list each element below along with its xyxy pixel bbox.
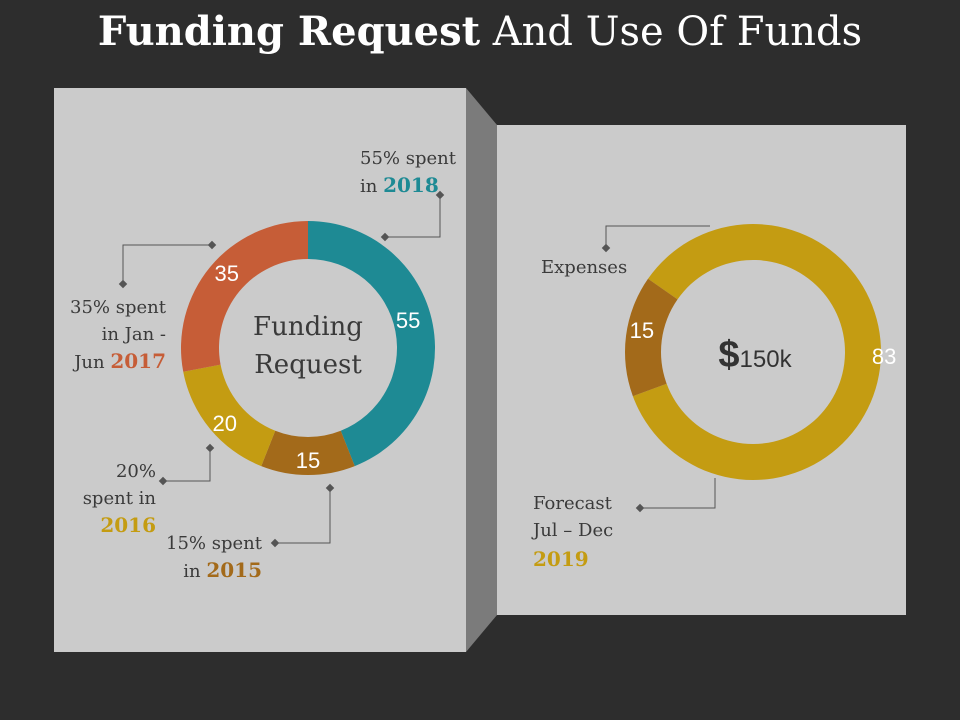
label-2017-year: 2017 — [110, 349, 166, 373]
label-expenses: Expenses — [541, 254, 627, 281]
left-panel-side — [466, 88, 497, 652]
leader-2015 — [275, 488, 331, 544]
leader-dot — [158, 476, 168, 486]
label-2017-line2: in Jan - — [101, 324, 166, 345]
label-2017-line3: Jun — [74, 352, 105, 373]
donut-slice-2017 — [180, 221, 308, 372]
leader-lines-left — [122, 195, 441, 544]
leader-2016 — [163, 448, 211, 482]
donut-slice-2016 — [183, 364, 276, 467]
label-2018-line2: in — [360, 176, 378, 197]
donut-value-label: 20 — [213, 411, 237, 436]
amount-value: 150k — [739, 346, 792, 373]
title-rest: And Use Of Funds — [492, 9, 863, 55]
leader-dot — [635, 503, 645, 513]
leader-dot — [207, 240, 217, 250]
currency-symbol: $ — [718, 334, 740, 376]
leader-dot — [205, 443, 215, 453]
label-expenses-text: Expenses — [541, 257, 628, 278]
leader-lines-right — [605, 225, 716, 509]
leader-dot — [435, 190, 445, 200]
use-of-funds-donut: 83 15 — [625, 224, 896, 480]
donut-value-label: 15 — [296, 448, 320, 473]
donut-slice-2015 — [261, 430, 355, 475]
page-title: Funding Request And Use Of Funds — [0, 8, 960, 55]
label-2016: 20% spent in 2016 — [60, 458, 156, 539]
total-amount: $150k — [650, 334, 860, 377]
label-2016-year: 2016 — [100, 513, 156, 537]
donut-value-label: 83 — [872, 344, 896, 369]
label-2015: 15% spent in 2015 — [162, 530, 262, 585]
donut-slice-2018 — [308, 221, 435, 467]
leader-expenses — [605, 225, 710, 248]
label-forecast-line2: Jul – Dec — [533, 520, 614, 541]
leader-2018 — [385, 195, 441, 238]
leader-2017 — [122, 244, 212, 284]
donut-value-label: 35 — [215, 261, 239, 286]
center-line2: Request — [254, 350, 362, 380]
label-2015-year: 2015 — [206, 558, 262, 582]
label-2016-line2: spent in — [82, 488, 156, 509]
leader-dot — [325, 483, 335, 493]
funding-request-donut: 55 15 20 35 — [180, 221, 435, 475]
label-2018: 55% spent in 2018 — [360, 145, 456, 200]
center-line1: Funding — [253, 312, 363, 342]
label-2017: 35% spent in Jan - Jun 2017 — [62, 294, 166, 376]
right-panel — [497, 125, 906, 615]
leader-dot — [270, 538, 280, 548]
label-2015-line1: 15% spent — [166, 533, 262, 554]
label-2016-line1: 20% — [115, 461, 156, 482]
label-2017-line1: 35% spent — [70, 297, 166, 318]
title-bold: Funding Request — [97, 8, 481, 55]
leader-forecast — [640, 478, 716, 509]
funding-request-center-label: Funding Request — [228, 308, 388, 384]
donut-value-label: 15 — [630, 318, 654, 343]
label-forecast: Forecast Jul – Dec 2019 — [533, 490, 613, 573]
leader-dots-left — [118, 190, 445, 548]
label-2015-line2: in — [183, 561, 201, 582]
donut-value-label: 55 — [396, 308, 420, 333]
label-2018-line1: 55% spent — [360, 148, 456, 169]
label-2018-year: 2018 — [383, 173, 439, 197]
leader-dot — [380, 232, 390, 242]
donut-slice-expenses — [625, 278, 678, 397]
label-forecast-line1: Forecast — [533, 493, 612, 514]
leader-dot — [118, 279, 128, 289]
label-forecast-year: 2019 — [533, 547, 589, 571]
